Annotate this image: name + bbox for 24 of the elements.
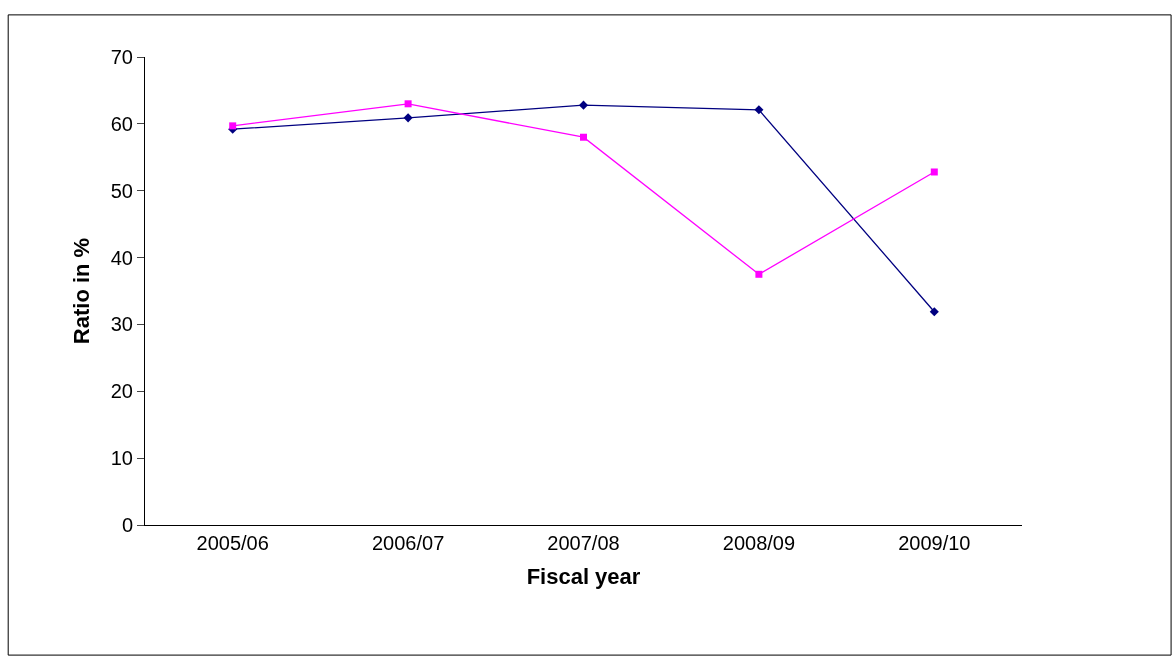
y-tick-label: 60 <box>110 112 133 135</box>
point <box>578 100 589 110</box>
y-axis-title: Ratio in % <box>68 237 94 345</box>
y-tick-label: 10 <box>110 447 133 470</box>
point <box>404 100 412 108</box>
x-tick-label: 2008/09 <box>722 532 796 554</box>
x-tick-label: 2009/10 <box>898 532 971 554</box>
point <box>229 122 237 130</box>
y-tick-label: 50 <box>110 179 133 202</box>
y-tick-label: 70 <box>110 46 133 68</box>
y-tick-label: 20 <box>110 380 133 403</box>
x-axis-title: Fiscal year <box>526 563 641 589</box>
point <box>754 105 764 115</box>
point <box>929 307 939 317</box>
x-tick-label: 2005/06 <box>196 532 269 554</box>
y-tick-label: 30 <box>110 313 133 336</box>
point <box>755 270 763 278</box>
point <box>403 113 413 123</box>
y-tick-label: 40 <box>110 246 133 269</box>
point <box>580 133 587 141</box>
y-tick-label: 0 <box>121 514 133 536</box>
point <box>930 168 938 176</box>
x-tick-label: 2007/08 <box>547 532 620 554</box>
x-tick-label: 2006/07 <box>371 532 445 554</box>
